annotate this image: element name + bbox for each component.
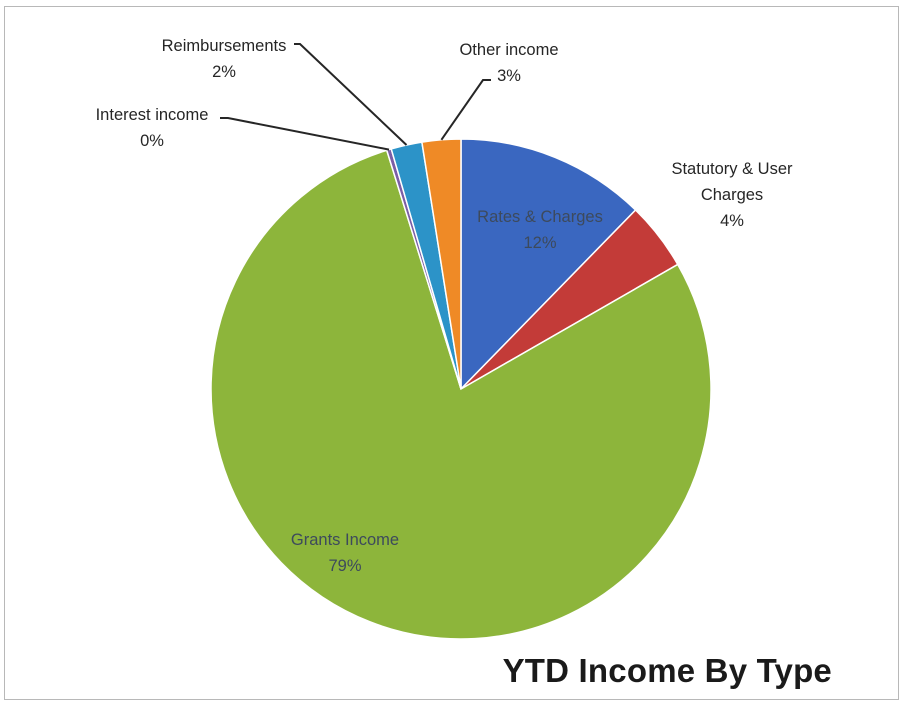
slice-percent-reimbursements: 2%: [212, 63, 236, 81]
slice-label-statutory-line2: Charges: [701, 186, 763, 204]
slice-label-grants-income: Grants Income: [291, 531, 399, 549]
slice-percent-rates-charges: 12%: [523, 234, 556, 252]
slice-label-reimbursements: Reimbursements: [162, 37, 287, 55]
pie-slice-grants-income: [210, 149, 712, 640]
slice-label-rates-charges: Rates & Charges: [477, 208, 603, 226]
leader-line-other-income: [440, 79, 491, 141]
slice-label-other-income: Other income: [459, 41, 558, 59]
slice-percent-statutory: 4%: [720, 212, 744, 230]
slice-percent-grants-income: 79%: [328, 557, 361, 575]
leader-line-reimbursements: [294, 43, 408, 146]
pie-slice-rates-charges: [460, 138, 637, 391]
slice-percent-other-income: 3%: [497, 67, 521, 85]
chart-title: YTD Income By Type: [502, 652, 832, 689]
slice-percent-interest-income: 0%: [140, 132, 164, 150]
slice-label-interest-income: Interest income: [96, 106, 209, 124]
slice-label-statutory-line1: Statutory & User: [671, 160, 793, 178]
leader-line-interest-income: [220, 117, 390, 151]
